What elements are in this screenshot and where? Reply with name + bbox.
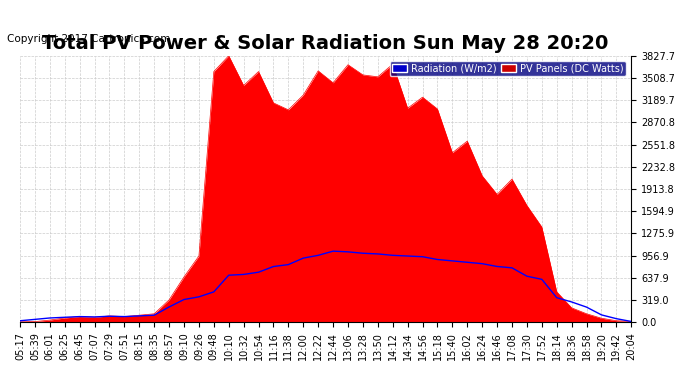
Title: Total PV Power & Solar Radiation Sun May 28 20:20: Total PV Power & Solar Radiation Sun May… <box>43 34 609 53</box>
Legend: Radiation (W/m2), PV Panels (DC Watts): Radiation (W/m2), PV Panels (DC Watts) <box>390 60 627 76</box>
Text: Copyright 2017 Cartronics.com: Copyright 2017 Cartronics.com <box>7 34 170 44</box>
